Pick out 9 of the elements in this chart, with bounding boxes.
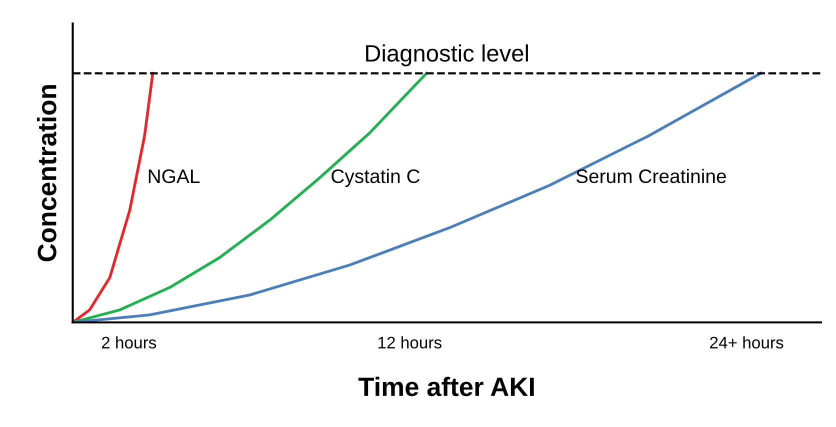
x-tick-label: 24+ hours	[710, 336, 784, 349]
x-axis-title: Time after AKI	[358, 376, 534, 396]
x-tick-label: 2 hours	[102, 336, 156, 349]
series-label: Cystatin C	[332, 168, 420, 187]
series-label: Serum Creatinine	[576, 168, 726, 184]
series-label: NGAL	[148, 169, 200, 184]
ref-line-label: Diagnostic level	[366, 44, 528, 66]
x-tick-label: 12 hours	[378, 336, 442, 349]
y-axis-title: Concentration	[37, 85, 56, 262]
